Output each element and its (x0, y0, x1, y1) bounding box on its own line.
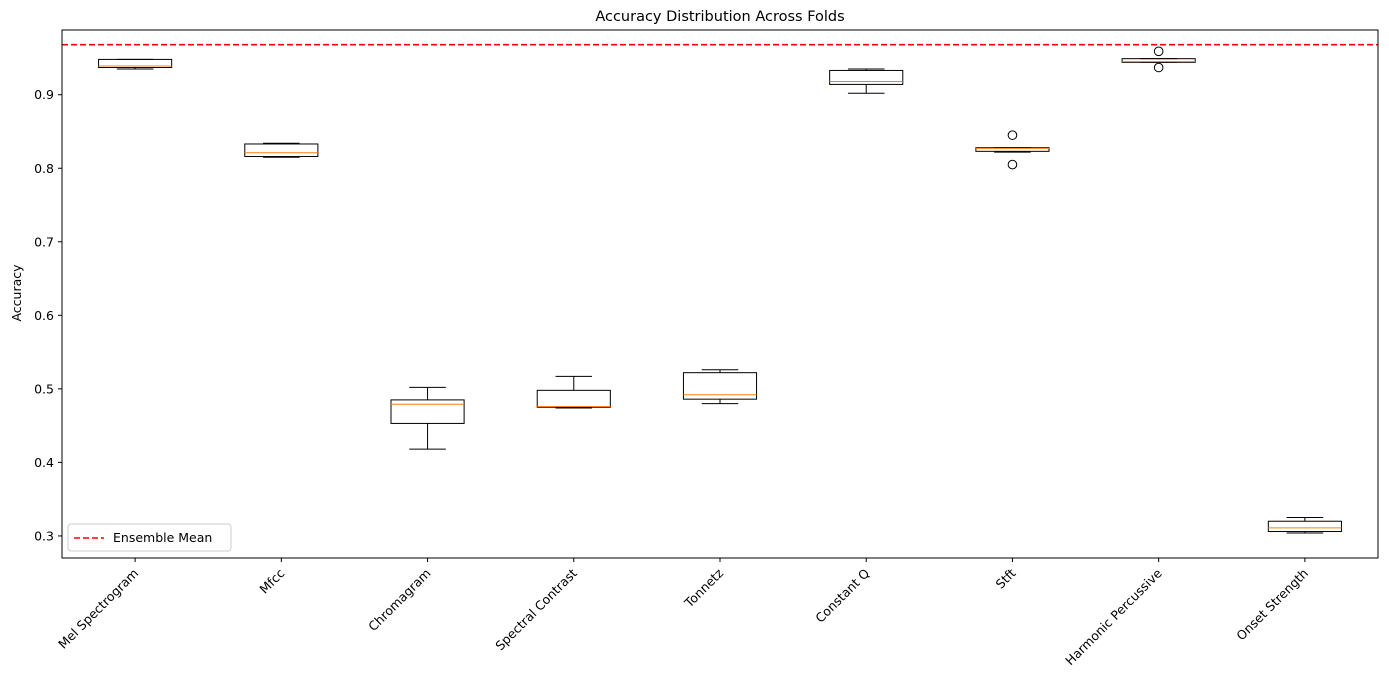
y-tick-label: 0.5 (34, 381, 54, 396)
box-chromagram (390, 399, 465, 424)
box-onset-strength (1267, 520, 1342, 533)
y-tick-label: 0.3 (34, 528, 54, 543)
plot-area-frame (61, 29, 1379, 559)
outlier-harmonic-percussive (1153, 46, 1164, 57)
y-axis-label: Accuracy (9, 264, 24, 322)
box-constant-q (829, 69, 904, 85)
box-stft (975, 147, 1050, 152)
box-mel-spectrogram (98, 58, 173, 69)
y-tick-label: 0.7 (34, 234, 54, 249)
legend-label-ensemble-mean: Ensemble Mean (113, 530, 212, 545)
legend-box (67, 523, 232, 552)
box-tonnetz (682, 372, 758, 400)
y-tick-label: 0.4 (34, 455, 54, 470)
y-tick-label: 0.9 (34, 87, 54, 102)
outlier-harmonic-percussive (1153, 62, 1164, 73)
chart-title: Accuracy Distribution Across Folds (595, 9, 844, 25)
box-harmonic-percussive (1121, 58, 1196, 63)
outlier-stft (1007, 159, 1018, 170)
outlier-stft (1007, 130, 1018, 140)
legend: Ensemble Mean (67, 523, 232, 552)
y-tick-label: 0.8 (34, 161, 54, 176)
y-tick-label: 0.6 (34, 308, 54, 323)
box-spectral-contrast (536, 389, 611, 408)
box-mfcc (244, 143, 319, 157)
